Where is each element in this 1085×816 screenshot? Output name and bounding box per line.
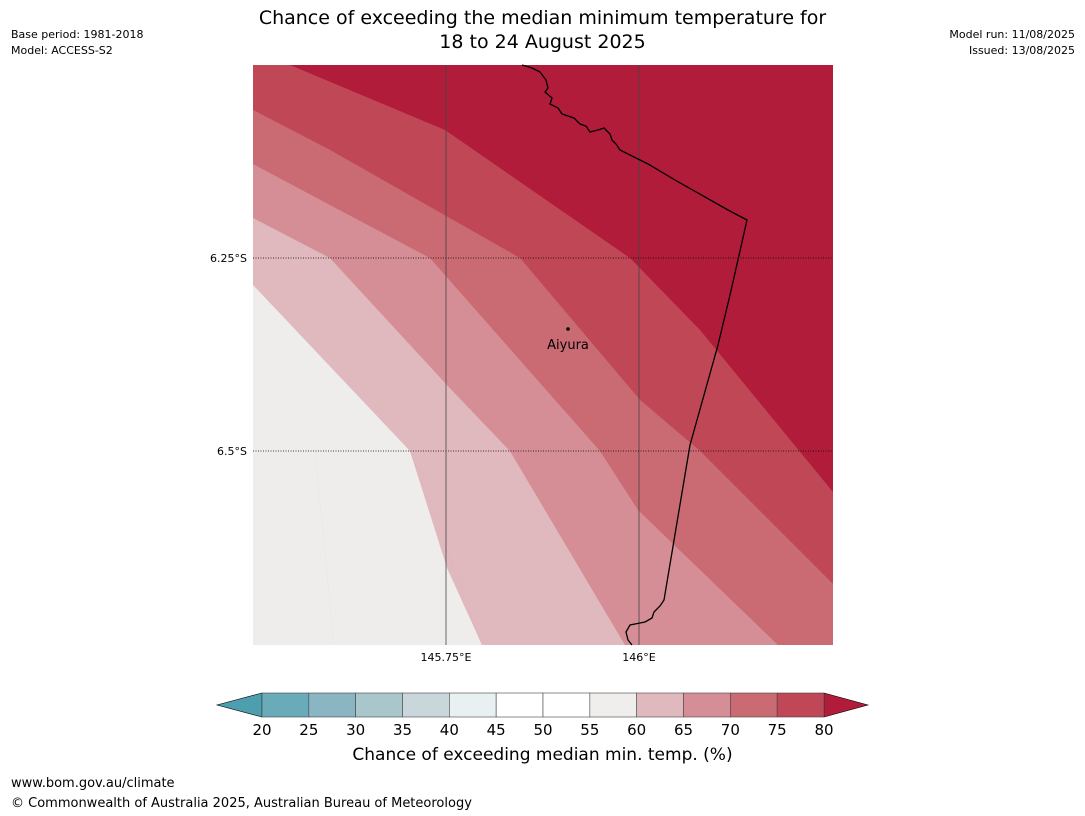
colorbar-tick-label: 50 [533,721,552,739]
meta-left: Base period: 1981-2018 Model: ACCESS-S2 [11,27,143,59]
meta-right: Model run: 11/08/2025 Issued: 13/08/2025 [949,27,1075,59]
colorbar-swatches [215,692,870,718]
aiyura-marker [566,327,570,331]
band-70-75-mid [253,110,833,645]
colorbar-swatch [308,692,356,718]
colorbar-label: Chance of exceeding median min. temp. (%… [352,745,733,765]
title-line-2: 18 to 24 August 2025 [439,31,646,53]
colorbar-tick-label: 55 [580,721,599,739]
colorbar-tick-label: 30 [346,721,365,739]
colorbar-swatch [683,692,731,718]
colorbar-tick-label: 70 [721,721,740,739]
colorbar-tick-label: 75 [768,721,787,739]
footer-copyright: © Commonwealth of Australia 2025, Austra… [11,796,472,811]
colorbar-swatch [402,692,450,718]
colorbar-swatch [636,692,684,718]
colorbar-tick-label: 60 [627,721,646,739]
band-55-60-lower [253,285,482,645]
lat-label-6-5: 6.5°S [217,445,247,458]
province-border [521,64,748,646]
colorbar-tick-label: 20 [252,721,271,739]
lon-label-145-75: 145.75°E [421,651,472,664]
model-run: Model run: 11/08/2025 [949,28,1075,41]
band-80-plus [290,65,833,492]
lon-label-146: 146°E [622,651,655,664]
colorbar-tick-label: 25 [299,721,318,739]
colorbar-swatch [355,692,403,718]
colorbar-tick-label: 35 [393,721,412,739]
colorbar-tick-label: 80 [814,721,833,739]
colorbar-tick-label: 65 [674,721,693,739]
colorbar-swatch [730,692,778,718]
aiyura-label: Aiyura [547,338,589,353]
colorbar-tick-label: 40 [440,721,459,739]
colorbar-swatch [589,692,637,718]
colorbar-over-arrow [823,692,870,718]
map-title: Chance of exceeding the median minimum t… [0,6,1085,54]
lat-label-6-25: 6.25°S [210,252,247,265]
colorbar-tick-label: 45 [487,721,506,739]
band-65-70-mid [253,164,778,645]
colorbar-under-arrow [215,692,263,718]
title-line-1: Chance of exceeding the median minimum t… [258,7,827,29]
colorbar-swatch [261,692,310,718]
colorbar-swatch [542,692,591,718]
colorbar-swatch [495,692,544,718]
base-period: Base period: 1981-2018 [11,28,144,41]
colorbar-swatch [776,692,825,718]
colorbar-ticks: 20 25 30 35 40 45 50 55 60 65 70 75 80 [252,721,833,739]
band-60-65-mid [253,218,625,645]
model-name: Model: ACCESS-S2 [11,44,113,57]
issued-date: Issued: 13/08/2025 [968,44,1075,57]
footer-url[interactable]: www.bom.gov.au/climate [11,776,175,791]
colorbar-swatch [449,692,497,718]
